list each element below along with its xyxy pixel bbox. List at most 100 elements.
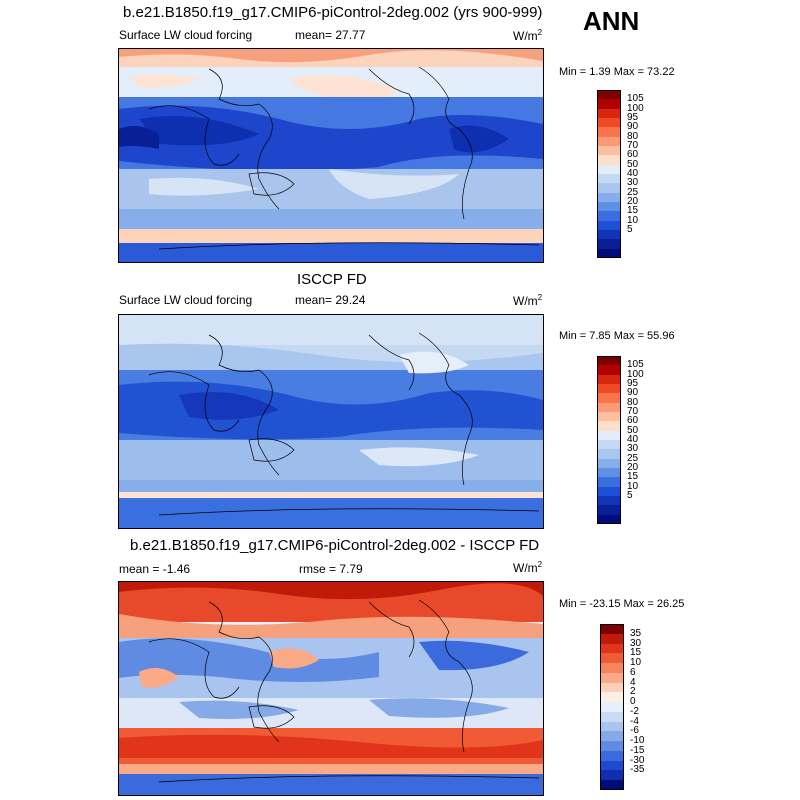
colorbar-tick-label: -10 — [630, 735, 645, 747]
colorbar-swatch — [600, 760, 624, 771]
colorbar-swatch — [597, 486, 621, 497]
colorbar-tick-label: 2 — [630, 686, 636, 698]
colorbar-swatch — [597, 230, 621, 240]
panel1-colorbar: 105 100 95 90 80 70 60 50 40 30 25 20 15 10 5 — [597, 90, 657, 259]
colorbar-tick-label: 30 — [627, 177, 639, 189]
colorbar-tick-label: 5 — [627, 224, 633, 235]
colorbar-tick-label: 80 — [627, 130, 639, 142]
colorbar-tick-label: 105 — [627, 359, 644, 371]
colorbar-swatch — [600, 672, 624, 684]
colorbar-tick-label: 100 — [627, 102, 644, 114]
colorbar-tick-label: 30 — [627, 443, 639, 455]
colorbar-tick-label: 4 — [630, 676, 636, 688]
colorbar-swatch — [597, 393, 621, 404]
colorbar-swatch — [600, 702, 624, 713]
panel1-map — [118, 48, 544, 263]
colorbar-swatch — [597, 211, 621, 222]
colorbar-swatch — [597, 108, 621, 119]
colorbar-swatch — [597, 430, 621, 441]
panel2-map — [118, 314, 544, 529]
colorbar-swatch — [600, 750, 624, 762]
colorbar-swatch — [597, 514, 621, 525]
panel2-variable-label: Surface LW cloud forcing — [119, 293, 253, 307]
colorbar-swatch — [597, 90, 621, 100]
colorbar-swatch — [597, 496, 621, 506]
colorbar-tick-label: 60 — [627, 415, 639, 427]
colorbar-swatch — [597, 356, 621, 366]
panel2-units: W/m2 — [513, 293, 543, 308]
panel2-map-field — [119, 315, 543, 528]
colorbar-swatch — [597, 146, 621, 156]
colorbar-tick-label: 20 — [627, 462, 639, 473]
colorbar-swatch — [600, 653, 624, 664]
colorbar-swatch — [597, 412, 621, 422]
colorbar-tick-label: 70 — [627, 140, 639, 151]
colorbar-swatch — [597, 449, 621, 460]
colorbar-swatch — [600, 692, 624, 703]
colorbar-tick-label: 80 — [627, 396, 639, 408]
colorbar-swatch — [597, 248, 621, 259]
colorbar-tick-label: 100 — [627, 368, 644, 380]
colorbar-tick-label: 6 — [630, 666, 636, 678]
colorbar-tick-label: 50 — [627, 158, 639, 170]
colorbar-swatch — [597, 421, 621, 432]
panel2-minmax: Min = 7.85 Max = 55.96 — [559, 330, 675, 342]
panel1-title: b.e21.B1850.f19_g17.CMIP6-piControl-2deg… — [123, 4, 543, 21]
colorbar-swatch — [597, 136, 621, 147]
colorbar-tick-label: 15 — [630, 647, 642, 659]
panel3-minmax: Min = -23.15 Max = 26.25 — [559, 598, 685, 610]
colorbar-tick-label: -30 — [630, 754, 645, 766]
colorbar-swatch — [597, 155, 621, 166]
colorbar-tick-label: -2 — [630, 705, 639, 717]
colorbar-swatch — [600, 682, 624, 693]
colorbar-tick-label: 60 — [627, 149, 639, 161]
colorbar-tick-label: 105 — [627, 93, 644, 105]
colorbar-swatch — [600, 721, 624, 732]
colorbar-tick-label: 25 — [627, 186, 639, 198]
colorbar-swatch — [600, 731, 624, 742]
colorbar-swatch — [597, 477, 621, 488]
colorbar-swatch — [600, 643, 624, 654]
panel2-colorbar: 105 100 95 90 80 70 60 50 40 30 25 20 15 10 5 — [597, 356, 657, 525]
colorbar-tick-label: -35 — [630, 764, 645, 776]
panel3-title: b.e21.B1850.f19_g17.CMIP6-piControl-2deg… — [130, 537, 540, 554]
colorbar-tick-label: 90 — [627, 121, 639, 133]
colorbar-swatch — [597, 202, 621, 212]
colorbar-swatch — [597, 384, 621, 394]
colorbar-swatch — [600, 780, 624, 791]
colorbar-tick-label: -4 — [630, 715, 639, 727]
colorbar-tick-label: 90 — [627, 387, 639, 399]
colorbar-swatch — [600, 633, 624, 644]
colorbar-tick-label: 10 — [630, 657, 642, 669]
panel1-mean-label: mean= 27.77 — [295, 28, 366, 42]
colorbar-swatch — [597, 505, 621, 516]
colorbar-swatch — [597, 164, 621, 175]
colorbar-tick-label: 25 — [627, 452, 639, 464]
colorbar-swatch — [597, 468, 621, 478]
panel3-mean-label: mean = -1.46 — [119, 562, 191, 576]
colorbar-swatch — [597, 365, 621, 376]
colorbar-tick-label: 10 — [627, 214, 639, 226]
colorbar-tick-label: 95 — [627, 378, 639, 389]
colorbar-tick-label: 15 — [627, 471, 639, 483]
colorbar-swatch — [597, 118, 621, 128]
colorbar-tick-label: 10 — [627, 480, 639, 492]
colorbar-swatch — [597, 127, 621, 138]
colorbar-swatch — [597, 174, 621, 184]
panel1-minmax: Min = 1.39 Max = 73.22 — [559, 66, 675, 78]
colorbar-swatch — [597, 402, 621, 413]
colorbar-swatch — [600, 770, 624, 781]
panel3-units: W/m2 — [513, 560, 543, 575]
colorbar-tick-label: 50 — [627, 424, 639, 436]
season-label: ANN — [583, 6, 640, 36]
colorbar-swatch — [597, 99, 621, 110]
colorbar-tick-label: -6 — [630, 725, 639, 737]
colorbar-tick-label: 95 — [627, 112, 639, 123]
colorbar-tick-label: 30 — [630, 637, 642, 649]
panel2-title: ISCCP FD — [297, 271, 367, 288]
colorbar-swatch — [597, 183, 621, 194]
panel3-map — [118, 581, 544, 796]
colorbar-tick-label: 35 — [630, 627, 642, 639]
colorbar-swatch — [597, 192, 621, 203]
colorbar-tick-label: -15 — [630, 744, 645, 756]
